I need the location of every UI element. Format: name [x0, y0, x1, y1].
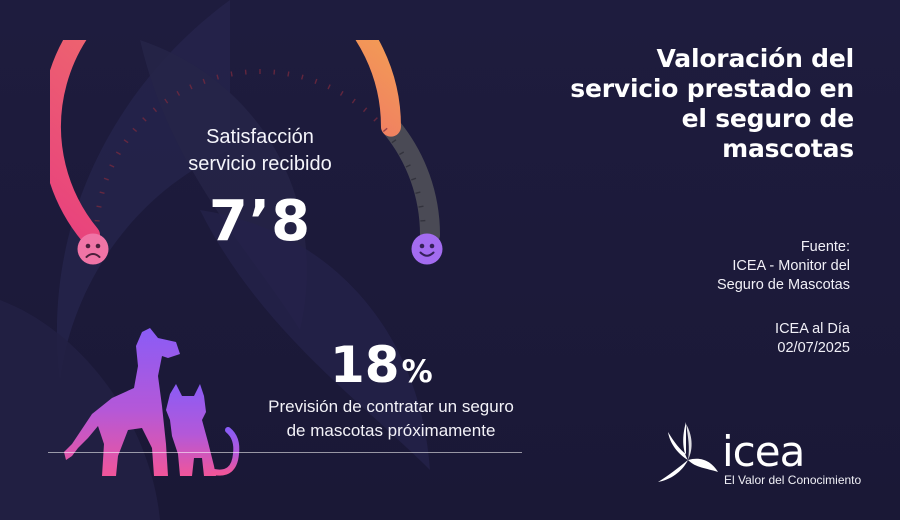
gauge-label-line: Satisfacción: [206, 126, 314, 148]
gauge-tick: [415, 191, 421, 195]
gauge-label-line: servicio recibido: [188, 153, 332, 175]
gauge-tick: [362, 107, 368, 113]
gauge-tick: [391, 139, 397, 144]
title-line: Valoración del: [656, 44, 855, 73]
gauge-tick: [339, 90, 344, 96]
gauge-tick: [164, 98, 169, 104]
gauge-tick: [405, 164, 411, 168]
gauge-tick: [382, 127, 388, 133]
gauge-tick: [300, 74, 304, 80]
gauge-tick: [418, 205, 424, 208]
gauge-tick: [115, 151, 121, 156]
satisfaction-gauge: [50, 40, 440, 245]
gauge-tick: [109, 164, 115, 168]
source-line: Fuente:: [800, 239, 850, 255]
title-line: servicio prestado en: [570, 74, 854, 103]
gauge-label: Satisfacción servicio recibido: [150, 124, 370, 178]
stat-label-line: Previsión de contratar un seguro: [268, 397, 514, 416]
gauge-tick: [103, 177, 109, 181]
gauge-tick: [411, 177, 417, 181]
contract-intention-stat: 18%: [330, 336, 490, 401]
gauge-tick: [152, 107, 158, 113]
gauge-tick: [399, 151, 405, 156]
brand-name: icea: [722, 427, 805, 476]
divider-line: [48, 452, 522, 453]
gauge-tick: [123, 139, 129, 144]
gauge-track: [50, 40, 440, 245]
happy-face-icon: [411, 233, 443, 265]
source-note: Fuente: ICEA - Monitor del Seguro de Mas…: [590, 238, 850, 295]
title-line: el seguro de: [681, 104, 855, 133]
gauge-tick: [287, 71, 290, 77]
satisfaction-score: 7’8: [208, 189, 312, 254]
gauge-ticks: [94, 69, 426, 222]
stat-label: Previsión de contratar un seguro de masc…: [236, 395, 546, 443]
source-line: Seguro de Mascotas: [717, 277, 850, 293]
icea-logo-icon: [658, 422, 718, 482]
gauge-tick: [327, 84, 331, 90]
gauge-value-arc: [50, 40, 401, 245]
gauge-tick: [216, 74, 220, 80]
source-line: ICEA - Monitor del: [732, 258, 850, 274]
title-line: mascotas: [722, 134, 854, 163]
stat-unit: %: [401, 354, 433, 390]
sad-face-icon: [77, 233, 109, 265]
gauge-tick: [230, 71, 233, 77]
gauge-remaining-arc: [380, 116, 440, 245]
gauge-tick: [132, 127, 138, 133]
edition-line: ICEA al Día: [775, 321, 850, 337]
gauge-tick: [314, 78, 318, 84]
gauge-tick: [99, 191, 105, 195]
edition-date: 02/07/2025: [777, 340, 850, 356]
stat-value: 18: [330, 336, 400, 394]
brand-tagline: El Valor del Conocimiento: [724, 473, 862, 487]
gauge-tick: [96, 205, 102, 208]
gauge-tick: [202, 78, 206, 84]
infographic-title: Valoración del servicio prestado en el s…: [524, 44, 854, 164]
gauge-tick: [142, 117, 147, 122]
edition-note: ICEA al Día 02/07/2025: [590, 320, 850, 358]
gauge-tick: [189, 84, 193, 90]
gauge-tick: [351, 98, 356, 104]
dog-and-cat-illustration: [64, 328, 240, 476]
gauge-tick: [176, 90, 181, 96]
gauge-tick: [373, 117, 378, 122]
stat-label-line: de mascotas próximamente: [286, 421, 496, 440]
